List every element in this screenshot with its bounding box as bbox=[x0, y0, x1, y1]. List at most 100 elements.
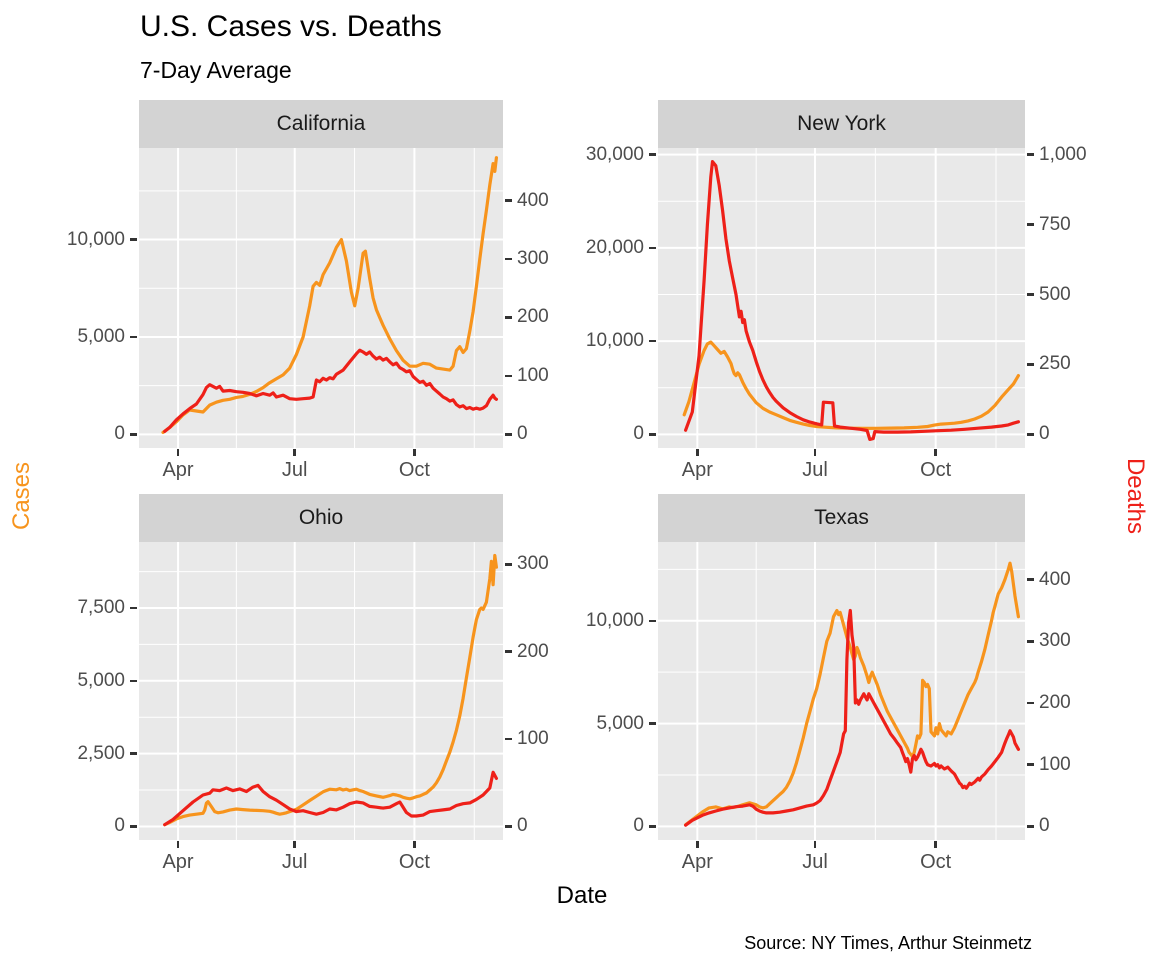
y-right-tick-label-california: 400 bbox=[517, 189, 549, 211]
chart-title: U.S. Cases vs. Deaths bbox=[140, 10, 442, 43]
y-left-tick-mark bbox=[649, 339, 656, 343]
y-right-tick-label-new-york: 750 bbox=[1039, 213, 1071, 235]
x-tick-label-california: Jul bbox=[281, 459, 308, 481]
y-right-tick-label-ohio: 100 bbox=[517, 728, 549, 750]
y-left-tick-label-new-york: 0 bbox=[633, 423, 644, 445]
y-right-tick-label-texas: 300 bbox=[1039, 630, 1071, 652]
new-york-deaths-line bbox=[684, 160, 1020, 441]
y-right-tick-mark bbox=[1027, 578, 1034, 581]
facet-strip-ohio: Ohio bbox=[139, 494, 503, 542]
x-tick-mark bbox=[176, 449, 180, 456]
x-tick-label-texas: Apr bbox=[681, 851, 713, 873]
y-right-tick-mark bbox=[1027, 223, 1034, 226]
y-left-tick-label-new-york: 20,000 bbox=[585, 236, 644, 258]
x-tick-mark bbox=[696, 841, 699, 848]
x-tick-label-california: Oct bbox=[398, 459, 430, 481]
y-axis-title-deaths: Deaths bbox=[1122, 457, 1149, 535]
y-left-tick-mark bbox=[649, 153, 656, 156]
y-left-tick-mark bbox=[130, 238, 137, 241]
y-right-tick-mark bbox=[1027, 363, 1034, 366]
california-deaths-line bbox=[163, 348, 498, 433]
facet-strip-new-york: New York bbox=[658, 100, 1025, 148]
y-right-tick-mark bbox=[505, 650, 512, 653]
facet-strip-california: California bbox=[139, 100, 503, 148]
y-left-tick-mark bbox=[649, 246, 656, 250]
y-left-tick-mark bbox=[130, 752, 137, 755]
x-tick-label-new-york: Oct bbox=[920, 459, 952, 481]
y-right-tick-label-california: 0 bbox=[517, 423, 528, 445]
x-tick-mark bbox=[293, 841, 296, 848]
y-right-tick-label-california: 200 bbox=[517, 306, 549, 328]
y-right-tick-mark bbox=[505, 199, 512, 202]
y-left-tick-label-texas: 0 bbox=[633, 815, 644, 837]
y-right-tick-label-ohio: 300 bbox=[517, 553, 549, 575]
x-tick-label-texas: Oct bbox=[920, 851, 952, 873]
chart-subtitle: 7-Day Average bbox=[140, 57, 292, 83]
texas-deaths-line bbox=[684, 608, 1020, 827]
ohio-deaths-line bbox=[163, 770, 498, 827]
y-right-tick-mark bbox=[1027, 640, 1034, 643]
x-tick-mark bbox=[293, 449, 296, 456]
y-right-tick-label-texas: 0 bbox=[1039, 815, 1050, 837]
x-tick-label-ohio: Oct bbox=[398, 851, 430, 873]
facet-strip-texas: Texas bbox=[658, 494, 1025, 542]
y-left-tick-label-new-york: 10,000 bbox=[585, 330, 644, 352]
x-tick-label-ohio: Apr bbox=[162, 851, 194, 873]
y-left-tick-mark bbox=[649, 433, 656, 436]
y-right-tick-mark bbox=[1027, 153, 1034, 156]
chart-caption: Source: NY Times, Arthur Steinmetz bbox=[744, 933, 1032, 953]
panel-plot-new-york bbox=[658, 148, 1025, 448]
y-right-tick-mark bbox=[505, 737, 512, 741]
y-right-tick-label-new-york: 250 bbox=[1039, 353, 1071, 375]
y-right-tick-mark bbox=[1027, 701, 1034, 705]
y-right-tick-mark bbox=[1027, 433, 1034, 436]
y-left-tick-mark bbox=[130, 433, 137, 436]
y-right-tick-label-texas: 400 bbox=[1039, 568, 1071, 590]
panel-title-texas: Texas bbox=[814, 506, 869, 529]
y-right-tick-label-texas: 200 bbox=[1039, 692, 1071, 714]
x-tick-mark bbox=[696, 449, 699, 456]
y-right-tick-label-texas: 100 bbox=[1039, 753, 1071, 775]
y-left-tick-label-ohio: 5,000 bbox=[77, 669, 125, 691]
panel-title-ohio: Ohio bbox=[298, 506, 344, 529]
y-left-tick-mark bbox=[130, 606, 137, 610]
x-tick-mark bbox=[813, 841, 817, 848]
y-right-tick-label-california: 300 bbox=[517, 248, 549, 270]
x-tick-mark bbox=[934, 841, 937, 848]
panel-title-california: California bbox=[276, 112, 366, 135]
y-right-tick-label-new-york: 0 bbox=[1039, 423, 1050, 445]
x-tick-mark bbox=[413, 449, 416, 456]
y-right-tick-label-california: 100 bbox=[517, 364, 549, 386]
x-tick-mark bbox=[934, 449, 937, 456]
y-left-tick-label-new-york: 30,000 bbox=[585, 143, 644, 165]
y-left-tick-label-california: 5,000 bbox=[77, 325, 125, 347]
y-left-tick-label-california: 10,000 bbox=[66, 228, 125, 250]
y-right-tick-mark bbox=[505, 563, 512, 566]
y-left-tick-label-texas: 5,000 bbox=[596, 712, 644, 734]
y-left-tick-mark bbox=[649, 825, 656, 828]
x-tick-label-texas: Jul bbox=[802, 851, 828, 873]
y-right-tick-label-new-york: 500 bbox=[1039, 283, 1071, 305]
y-left-tick-mark bbox=[130, 825, 137, 828]
y-right-tick-label-ohio: 200 bbox=[517, 640, 549, 662]
y-right-tick-label-ohio: 0 bbox=[517, 815, 528, 837]
y-left-tick-mark bbox=[130, 679, 137, 683]
x-tick-label-new-york: Jul bbox=[802, 459, 828, 481]
y-right-tick-mark bbox=[505, 316, 512, 319]
california-cases-line bbox=[161, 156, 498, 434]
y-left-tick-label-california: 0 bbox=[114, 423, 125, 445]
y-left-tick-mark bbox=[130, 335, 137, 339]
texas-cases-line bbox=[684, 561, 1020, 827]
y-right-tick-mark bbox=[505, 257, 512, 261]
y-right-tick-mark bbox=[1027, 293, 1034, 296]
x-axis-title: Date bbox=[556, 882, 608, 909]
y-left-tick-label-ohio: 0 bbox=[114, 815, 125, 837]
panel-plot-california bbox=[139, 148, 503, 448]
y-right-tick-label-new-york: 1,000 bbox=[1039, 143, 1087, 165]
x-tick-mark bbox=[413, 841, 416, 848]
ohio-cases-line bbox=[163, 553, 498, 827]
y-right-tick-mark bbox=[505, 433, 512, 436]
y-right-tick-mark bbox=[505, 374, 512, 378]
x-tick-label-new-york: Apr bbox=[681, 459, 713, 481]
